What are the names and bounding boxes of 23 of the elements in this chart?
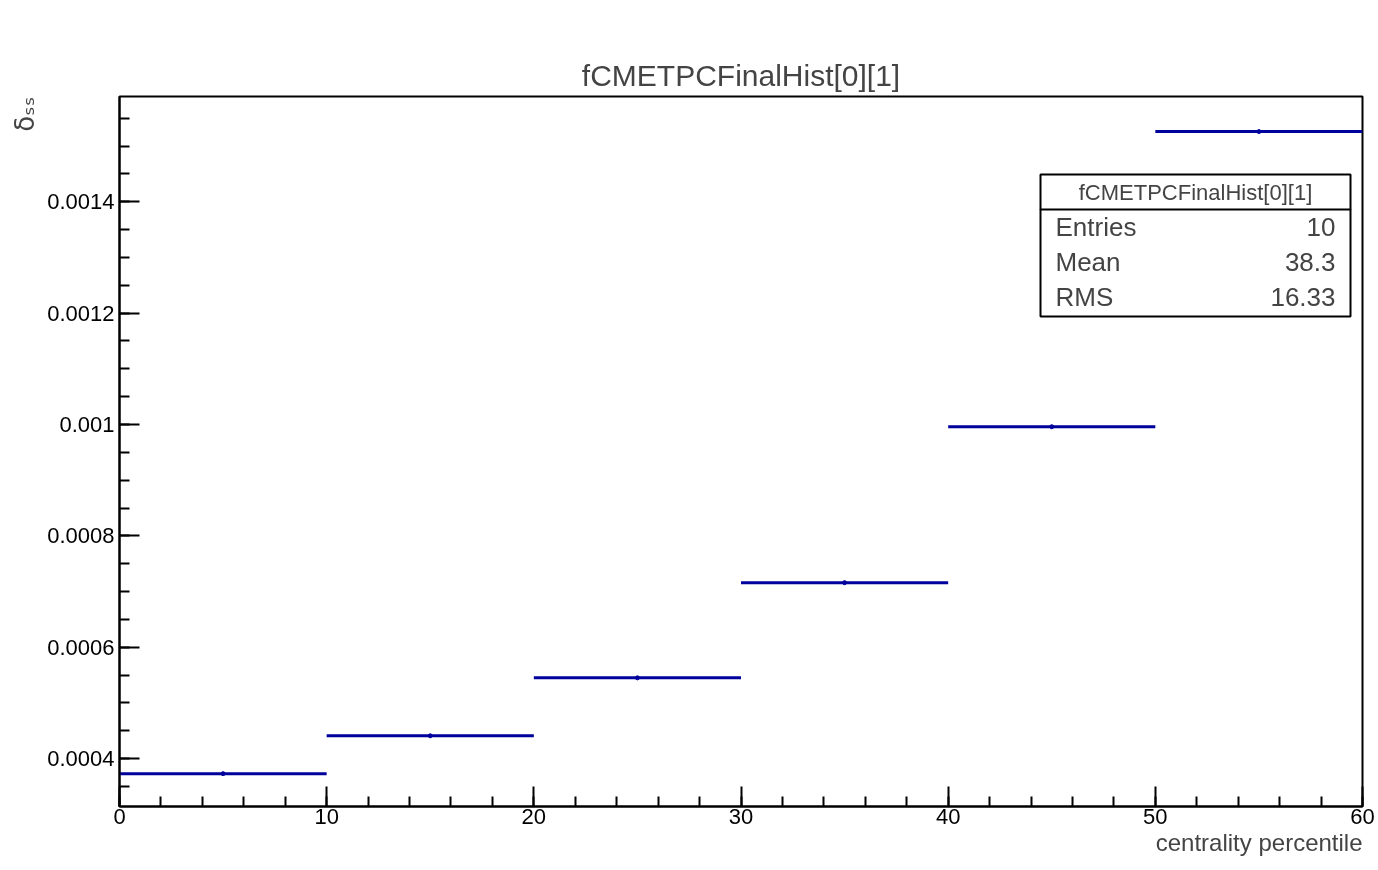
annotation: fCMETPCFinalHist[0][1] [1078, 179, 1313, 205]
x-tick-label: 20 [521, 803, 547, 829]
x-axis-title: centrality percentile [1155, 828, 1363, 856]
annotation: 16.33 [1270, 282, 1336, 312]
y-tick-label: 0.0004 [47, 746, 115, 772]
annotation: RMS [1055, 282, 1114, 312]
x-tick-label: 60 [1350, 803, 1375, 829]
chart-title: fCMETPCFinalHist[0][1] [581, 58, 901, 92]
x-tick-label: 40 [935, 803, 961, 829]
y-tick-label: 0.0006 [47, 634, 115, 660]
y-axis-title: δₛₛ [9, 96, 40, 132]
annotation: 38.3 [1284, 247, 1336, 277]
y-tick-label: 0.0008 [47, 523, 115, 549]
x-tick-label: 0 [113, 803, 126, 829]
y-tick-label: 0.0012 [47, 300, 115, 326]
annotation: Mean [1055, 247, 1121, 277]
x-tick-label: 50 [1143, 803, 1168, 829]
x-tick-label: 30 [728, 803, 754, 829]
annotation: 10 [1306, 212, 1336, 242]
x-tick-label: 10 [314, 803, 339, 829]
y-tick-label: 0.0014 [47, 189, 115, 215]
annotation: Entries [1055, 212, 1137, 242]
y-tick-label: 0.001 [59, 411, 115, 437]
